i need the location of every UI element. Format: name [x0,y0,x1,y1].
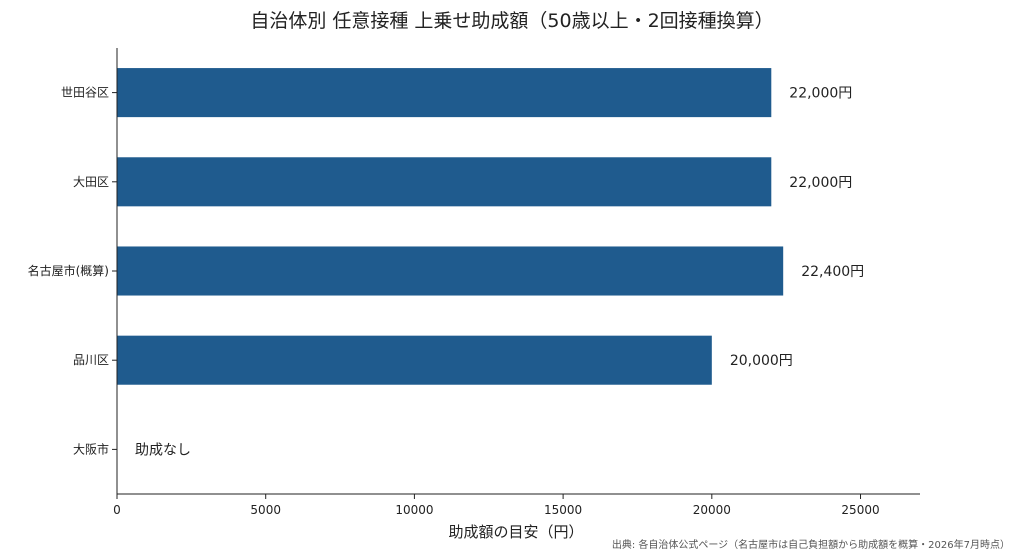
x-tick-label: 5000 [250,503,281,517]
category-label: 名古屋市(概算) [28,263,109,278]
source-note: 出典: 各自治体公式ページ（名古屋市は自己負担額から助成額を概算・2026年7月… [612,538,1010,551]
x-tick-label: 25000 [841,503,879,517]
category-label: 大阪市 [73,441,109,456]
data-label: 助成なし [135,442,191,458]
x-tick-label: 0 [113,503,121,517]
bar [117,246,784,296]
data-label: 22,000円 [789,175,852,191]
x-tick-label: 15000 [544,503,582,517]
chart-title: 自治体別 任意接種 上乗せ助成額（50歳以上・2回接種換算） [250,10,773,32]
x-tick-label: 10000 [395,503,433,517]
bar [117,157,772,207]
bar [117,68,772,118]
category-label: 世田谷区 [61,86,109,100]
data-label: 20,000円 [730,353,793,369]
category-label: 品川区 [73,353,109,367]
category-label: 大田区 [73,175,109,189]
x-axis-label: 助成額の目安（円） [448,523,583,541]
bar [117,335,712,385]
data-label: 22,000円 [789,86,852,102]
x-tick-label: 20000 [693,503,731,517]
data-label: 22,400円 [801,264,864,280]
